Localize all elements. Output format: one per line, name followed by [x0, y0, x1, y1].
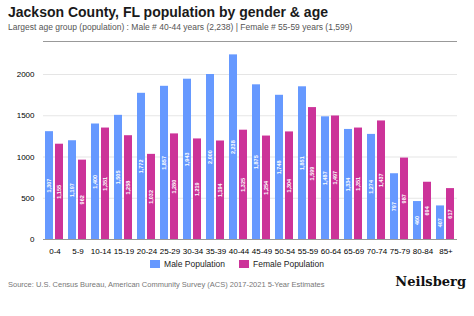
svg-text:1,307: 1,307 [46, 179, 52, 193]
svg-text:20-24: 20-24 [137, 247, 158, 256]
svg-text:2000: 2000 [17, 70, 35, 79]
svg-text:1,258: 1,258 [125, 181, 131, 195]
svg-text:1,334: 1,334 [345, 177, 351, 192]
svg-text:35-39: 35-39 [206, 247, 227, 256]
svg-text:500: 500 [21, 194, 35, 203]
svg-text:60-64: 60-64 [321, 247, 342, 256]
svg-text:1,280: 1,280 [171, 180, 177, 194]
svg-text:30-34: 30-34 [183, 247, 204, 256]
svg-text:1,599: 1,599 [309, 167, 315, 181]
html-text:Neilsberg: Neilsberg [395, 274, 466, 289]
svg-text:10-14: 10-14 [91, 247, 112, 256]
svg-text:1,437: 1,437 [378, 173, 384, 187]
html-text:Largest age group (population): Largest age group (population) : Male # … [8, 22, 353, 32]
svg-text:70-74: 70-74 [367, 247, 388, 256]
svg-text:65-69: 65-69 [344, 247, 365, 256]
html-text:Jackson County, FL population: Jackson County, FL population by gender … [8, 4, 328, 20]
svg-text:1,254: 1,254 [263, 180, 269, 195]
svg-text:1,325: 1,325 [240, 178, 246, 192]
html-text:Source: U.S. Census Bureau, Am: Source: U.S. Census Bureau, American Com… [8, 280, 325, 289]
svg-text:1,304: 1,304 [286, 178, 292, 193]
svg-text:1,274: 1,274 [368, 179, 374, 194]
svg-text:1500: 1500 [17, 111, 35, 120]
svg-text:0-4: 0-4 [49, 247, 61, 256]
svg-text:1000: 1000 [17, 153, 35, 162]
svg-text:75-79: 75-79 [390, 247, 411, 256]
svg-text:1,400: 1,400 [92, 175, 98, 189]
svg-text:1,351: 1,351 [355, 177, 361, 191]
svg-text:80-84: 80-84 [413, 247, 434, 256]
svg-text:5-9: 5-9 [72, 247, 84, 256]
svg-text:1,155: 1,155 [56, 185, 62, 199]
svg-text:1,219: 1,219 [194, 182, 200, 196]
svg-text:2,238: 2,238 [230, 140, 236, 154]
svg-text:1,851: 1,851 [299, 156, 305, 170]
svg-text:45-49: 45-49 [252, 247, 273, 256]
svg-text:1,857: 1,857 [161, 156, 167, 170]
svg-text:617: 617 [447, 209, 453, 218]
svg-text:1,748: 1,748 [276, 161, 282, 175]
svg-text:50-54: 50-54 [275, 247, 296, 256]
svg-text:694: 694 [424, 205, 430, 215]
svg-text:407: 407 [437, 218, 443, 227]
svg-text:460: 460 [414, 216, 420, 225]
svg-text:40-44: 40-44 [229, 247, 250, 256]
svg-text:25-29: 25-29 [160, 247, 181, 256]
svg-text:1,943: 1,943 [184, 152, 190, 166]
svg-text:1,194: 1,194 [217, 182, 223, 197]
svg-text:1,875: 1,875 [253, 155, 259, 169]
svg-text:2,000: 2,000 [207, 150, 213, 164]
svg-text:1,505: 1,505 [115, 171, 121, 185]
html-text:Male Population: Male Population [164, 259, 225, 269]
svg-text:1,351: 1,351 [102, 177, 108, 191]
svg-text:1,032: 1,032 [148, 190, 154, 204]
svg-text:0: 0 [30, 235, 35, 244]
svg-text:1,197: 1,197 [69, 183, 75, 197]
svg-text:85+: 85+ [439, 247, 453, 256]
svg-text:1,772: 1,772 [138, 160, 144, 174]
svg-text:962: 962 [79, 195, 85, 204]
svg-text:1,487: 1,487 [322, 171, 328, 185]
svg-text:55-59: 55-59 [298, 247, 319, 256]
svg-text:1,497: 1,497 [332, 171, 338, 185]
html-text:Female Population: Female Population [253, 259, 324, 269]
svg-text:987: 987 [401, 194, 407, 203]
svg-text:797: 797 [391, 202, 397, 211]
svg-text:15-19: 15-19 [114, 247, 135, 256]
